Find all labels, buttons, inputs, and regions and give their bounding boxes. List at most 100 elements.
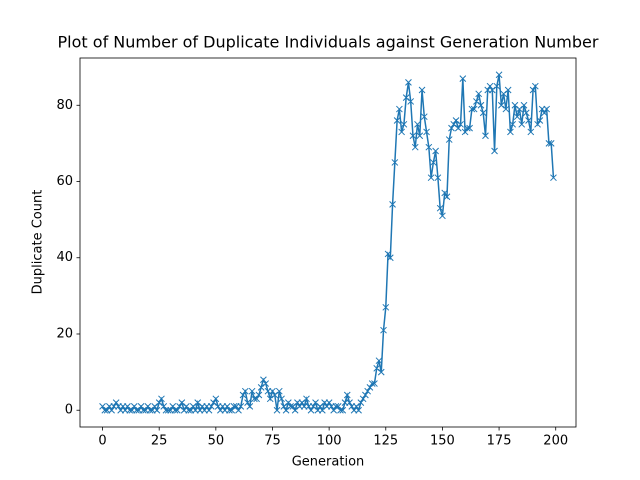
marker bbox=[269, 387, 276, 395]
marker bbox=[482, 132, 489, 140]
marker bbox=[171, 406, 179, 414]
marker bbox=[384, 250, 392, 258]
marker bbox=[124, 403, 131, 410]
marker bbox=[287, 403, 294, 410]
y-axis-label: Duplicate Count bbox=[31, 190, 46, 295]
marker bbox=[101, 406, 109, 414]
marker bbox=[316, 403, 324, 410]
marker bbox=[266, 395, 274, 403]
marker bbox=[251, 395, 258, 403]
marker bbox=[99, 403, 106, 410]
marker bbox=[160, 403, 168, 410]
marker bbox=[164, 406, 172, 414]
marker bbox=[452, 117, 460, 124]
marker bbox=[355, 406, 362, 414]
marker bbox=[282, 406, 290, 414]
marker bbox=[334, 403, 342, 410]
marker bbox=[246, 403, 254, 410]
marker bbox=[457, 120, 464, 128]
chart-title: Plot of Number of Duplicate Individuals … bbox=[58, 33, 599, 52]
marker bbox=[545, 140, 553, 147]
marker bbox=[169, 403, 177, 410]
marker bbox=[364, 387, 372, 395]
marker bbox=[248, 387, 256, 395]
x-axis-label: Generation bbox=[292, 455, 365, 470]
marker bbox=[396, 105, 403, 113]
marker bbox=[235, 406, 242, 414]
marker bbox=[534, 120, 541, 128]
marker bbox=[303, 395, 310, 403]
marker bbox=[547, 140, 555, 147]
x-tick-label: 75 bbox=[264, 434, 281, 449]
marker bbox=[497, 101, 505, 109]
marker bbox=[393, 117, 401, 124]
marker bbox=[278, 395, 285, 403]
marker bbox=[289, 403, 297, 410]
marker bbox=[291, 406, 299, 414]
marker bbox=[434, 174, 442, 182]
marker bbox=[400, 120, 408, 128]
marker bbox=[241, 387, 249, 395]
y-tick-label: 0 bbox=[65, 403, 73, 418]
marker bbox=[518, 120, 526, 128]
marker bbox=[337, 406, 344, 414]
marker bbox=[398, 128, 405, 136]
marker bbox=[536, 117, 544, 124]
marker bbox=[275, 387, 283, 395]
marker bbox=[133, 406, 140, 414]
marker bbox=[513, 113, 521, 121]
marker bbox=[430, 159, 437, 166]
marker bbox=[477, 101, 485, 109]
marker bbox=[307, 406, 315, 414]
marker bbox=[389, 201, 396, 208]
marker bbox=[504, 86, 512, 94]
marker bbox=[126, 406, 134, 414]
x-tick-label: 50 bbox=[208, 434, 225, 449]
marker bbox=[223, 403, 231, 410]
marker bbox=[226, 406, 233, 414]
marker bbox=[414, 120, 421, 128]
marker bbox=[516, 105, 523, 113]
marker bbox=[178, 399, 186, 406]
marker bbox=[502, 105, 510, 113]
marker bbox=[427, 174, 435, 182]
marker bbox=[173, 406, 181, 414]
marker bbox=[146, 406, 154, 414]
marker bbox=[239, 391, 247, 399]
marker bbox=[207, 403, 215, 410]
marker bbox=[405, 79, 412, 86]
marker bbox=[262, 380, 270, 387]
marker bbox=[473, 98, 480, 105]
x-tick-label: 150 bbox=[430, 434, 455, 449]
marker bbox=[112, 399, 120, 406]
marker bbox=[298, 399, 306, 406]
marker bbox=[244, 399, 251, 406]
marker bbox=[527, 128, 535, 136]
marker bbox=[375, 357, 383, 365]
marker bbox=[382, 303, 390, 311]
marker bbox=[352, 403, 360, 410]
marker bbox=[357, 399, 365, 406]
marker bbox=[318, 406, 326, 414]
marker bbox=[416, 132, 424, 140]
marker bbox=[205, 406, 213, 414]
marker bbox=[386, 254, 394, 262]
marker bbox=[346, 399, 353, 406]
marker bbox=[486, 82, 494, 90]
marker bbox=[529, 86, 537, 94]
marker bbox=[391, 159, 399, 166]
marker bbox=[362, 391, 369, 399]
marker bbox=[343, 391, 351, 399]
marker bbox=[151, 403, 159, 410]
marker bbox=[550, 174, 557, 182]
marker bbox=[253, 395, 260, 403]
marker bbox=[108, 406, 115, 414]
marker bbox=[411, 143, 419, 151]
x-tick-label: 125 bbox=[373, 434, 398, 449]
y-tick-label: 60 bbox=[56, 174, 73, 189]
marker bbox=[309, 403, 317, 410]
marker bbox=[130, 403, 138, 410]
marker bbox=[509, 120, 517, 128]
marker bbox=[500, 90, 507, 98]
